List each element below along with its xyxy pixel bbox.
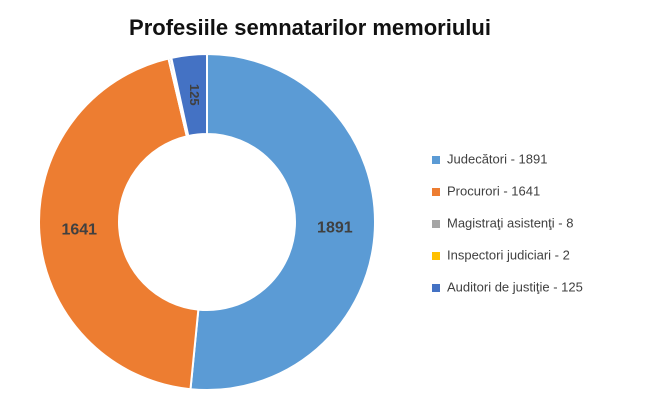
legend-swatch — [432, 220, 440, 228]
donut-slice — [189, 52, 376, 391]
legend-swatch — [432, 252, 440, 260]
legend-label: Inspectori judiciari - 2 — [447, 247, 570, 262]
data-label: 1641 — [61, 222, 97, 239]
donut-slice — [170, 52, 208, 138]
legend-label: Auditori de justiţie - 125 — [447, 279, 583, 294]
chart-title: Profesiile semnatarilor memoriului — [129, 15, 491, 40]
donut-slice — [38, 57, 200, 391]
legend-swatch — [432, 284, 440, 292]
legend-label: Judecători - 1891 — [447, 151, 547, 166]
data-label: 125 — [187, 84, 202, 106]
legend-label: Magistraţi asistenţi - 8 — [447, 215, 573, 230]
legend-swatch — [432, 156, 440, 164]
legend-swatch — [432, 188, 440, 196]
legend-label: Procurori - 1641 — [447, 183, 540, 198]
data-label: 1891 — [317, 220, 353, 237]
